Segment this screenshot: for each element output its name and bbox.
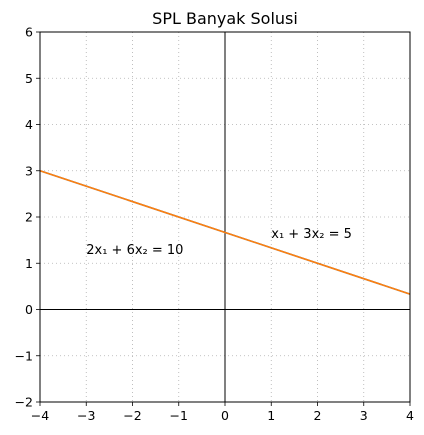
x-tick-label: −3: [77, 408, 95, 423]
y-tick-label: 5: [25, 71, 33, 86]
ticks: −4 −3 −2 −1 0 1 2 3 4 −2 −1 0 1 2 3 4 5 6: [15, 25, 414, 424]
x-tick-label: 3: [360, 408, 368, 423]
chart-title: SPL Banyak Solusi: [152, 9, 298, 28]
y-tick-label: 2: [25, 210, 33, 225]
x-tick-label: 0: [221, 408, 229, 423]
annotation-1: x₁ + 3x₂ = 5: [271, 227, 352, 242]
y-tick-label: 1: [25, 256, 33, 271]
x-tick-label: −4: [31, 408, 49, 423]
y-tick-label: 3: [25, 163, 33, 178]
annotation-2: 2x₁ + 6x₂ = 10: [86, 243, 183, 258]
x-tick-label: 1: [267, 408, 275, 423]
series-layer: [39, 169, 411, 295]
x-tick-label: 4: [406, 408, 414, 423]
x-tick-label: 2: [314, 408, 322, 423]
y-tick-label: 6: [25, 25, 33, 40]
axis-lines: [40, 32, 410, 402]
x-tick-label: −2: [123, 408, 141, 423]
series-line-2: [39, 169, 411, 295]
y-tick-label: 4: [25, 117, 33, 132]
y-tick-label: −2: [15, 395, 33, 410]
y-tick-label: −1: [15, 348, 33, 363]
y-tick-label: 0: [25, 302, 33, 317]
annotations: x₁ + 3x₂ = 5 2x₁ + 6x₂ = 10: [86, 227, 352, 258]
x-tick-label: −1: [170, 408, 188, 423]
